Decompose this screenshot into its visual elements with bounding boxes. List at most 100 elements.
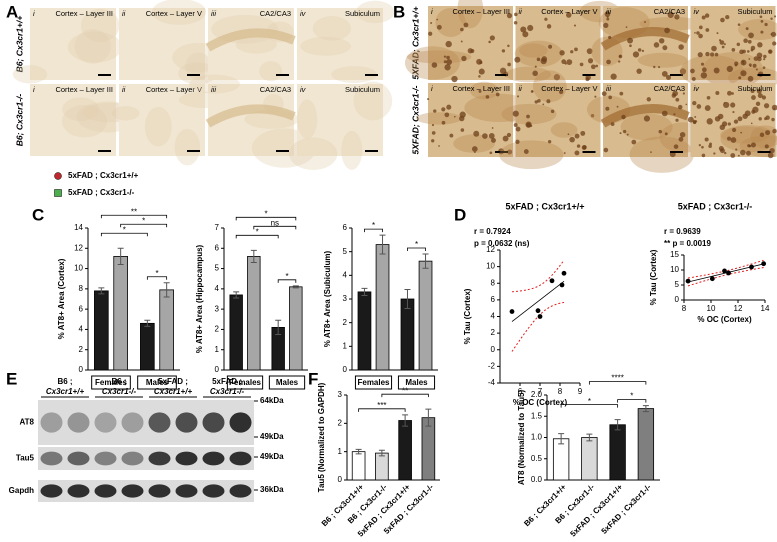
plaque [706, 118, 713, 125]
plaque [580, 130, 586, 136]
y-tick-label: 15 [670, 250, 679, 259]
blot-band [229, 484, 252, 498]
y-tick-label: -4 [488, 378, 496, 387]
plaque [662, 45, 668, 51]
plaque [742, 49, 746, 54]
plaque [443, 55, 447, 58]
bar [375, 452, 389, 481]
plaque [608, 95, 612, 100]
plaque [526, 114, 530, 119]
plaque [574, 150, 580, 156]
plaque [436, 18, 439, 21]
blot-band [40, 484, 63, 498]
plaque [678, 104, 683, 110]
plaque [606, 59, 611, 65]
y-tick-label: 10 [670, 265, 679, 274]
significance-bracket [588, 381, 647, 385]
plaque [727, 122, 731, 126]
plaque [433, 109, 437, 113]
plaque [730, 153, 736, 158]
plaque [679, 131, 686, 138]
blot-band [94, 412, 117, 433]
tile-numeral: iv [300, 9, 307, 18]
plaque [750, 142, 756, 148]
plaque [664, 132, 668, 136]
plaque [632, 51, 640, 58]
tissue-texture [404, 46, 460, 80]
plaque [438, 145, 440, 147]
plaque [573, 24, 577, 27]
y-tick-label: 6 [215, 243, 220, 252]
category-box [137, 375, 177, 390]
tissue-texture [61, 104, 108, 138]
y-tick-label: 8 [491, 278, 496, 287]
plaque [675, 97, 680, 102]
legend-marker [54, 189, 62, 197]
tissue-texture [406, 50, 472, 64]
tile-numeral: i [431, 84, 433, 93]
plaque [446, 55, 450, 60]
tissue-texture [341, 130, 363, 170]
annotation: r = 0.9639 [664, 227, 701, 236]
y-axis-label: % Tau (Cortex) [649, 249, 658, 305]
tile-numeral: i [33, 9, 35, 18]
bar [581, 437, 598, 481]
plaque [749, 65, 752, 68]
bar [609, 424, 626, 481]
plaque [661, 71, 668, 77]
plaque [704, 137, 709, 142]
plaque [698, 144, 701, 147]
legend-marker [54, 172, 62, 180]
tile-label: Subiculum [345, 85, 380, 94]
point [537, 314, 543, 319]
y-tick-label: 0 [343, 365, 348, 374]
plaque [453, 115, 456, 118]
plaque [506, 132, 512, 138]
plaque [745, 27, 749, 31]
plaque [489, 35, 495, 41]
tile-label: Subiculum [737, 7, 772, 16]
plaque [732, 110, 735, 114]
panel-letter: E [6, 369, 17, 388]
plaque [765, 130, 771, 136]
plaque [618, 60, 621, 63]
plaque [431, 62, 438, 68]
plaque [713, 152, 716, 155]
blot-column-label: Cx3cr1+/+ [46, 387, 85, 396]
plaque [653, 65, 656, 69]
plaque [627, 37, 634, 44]
tissue-texture [178, 62, 217, 85]
plaque [737, 154, 740, 157]
tissue-texture [151, 0, 207, 25]
plaque [730, 102, 736, 108]
plaque [700, 62, 705, 66]
plaque [719, 40, 725, 45]
category-label: 5xFAD ; Cx3cr1-/- [600, 482, 653, 535]
plaque [574, 47, 578, 52]
error-bar [558, 433, 565, 445]
tissue-texture [519, 43, 548, 58]
plaque [716, 32, 719, 35]
plaque [536, 57, 541, 62]
plaque [735, 148, 738, 151]
plaque [720, 148, 725, 154]
plaque [502, 135, 509, 142]
y-tick-label: 5 [215, 264, 220, 273]
tissue-texture [356, 0, 395, 24]
plaque [595, 64, 598, 68]
category-box [268, 375, 306, 390]
category-label: Males [146, 378, 169, 387]
tissue-texture [499, 140, 564, 170]
plaque [740, 70, 747, 77]
plaque [431, 123, 435, 127]
tissue-texture [532, 70, 567, 103]
plaque [750, 122, 753, 125]
tile-label: Cortex – Layer III [55, 9, 113, 18]
plaque [742, 63, 745, 65]
plaque [445, 40, 452, 48]
plaque [674, 14, 680, 20]
y-tick-label: 2 [338, 418, 343, 427]
plaque [430, 21, 433, 24]
plaque [661, 110, 668, 117]
category-label: Males [276, 378, 299, 387]
